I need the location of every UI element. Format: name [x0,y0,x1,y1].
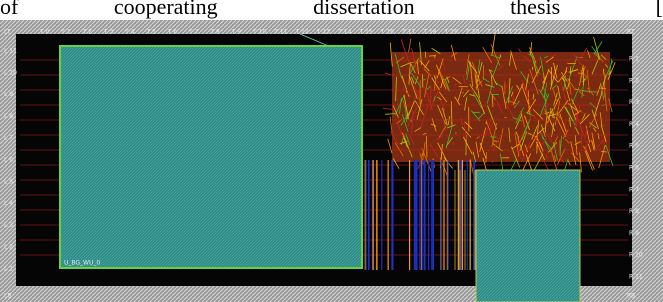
left-label: L 4 [4,200,13,207]
left-label: L 2 [4,244,13,251]
left-label: L 6 [4,157,13,164]
wire [429,56,436,57]
left-label: L 9 [4,91,13,98]
top-label: T 14 [337,29,351,36]
right-label: R 4 [629,121,639,128]
top-label: T 8 [209,29,220,36]
wire [406,91,407,92]
macro-block [476,170,580,302]
top-label: T 13 [316,29,330,36]
right-label: R 11 [629,274,643,281]
top-label: T 18 [422,29,436,36]
corner-label: LT [4,29,11,36]
right-label: R 7 [629,186,639,193]
top-label: T 12 [295,29,309,36]
top-label: T 11 [273,29,287,36]
macro-block [60,46,362,268]
left-label: L 5 [4,178,13,185]
wire [462,92,464,93]
corner-label: RT [627,29,635,36]
text-line: of cooperating dissertation thesis [ [0,0,663,20]
right-label: R 3 [629,99,639,106]
top-label: T 16 [380,29,394,36]
right-label: R 6 [629,165,639,172]
top-label: T 0 [39,29,50,36]
chip-layout: U_BG_WU_0 LT RT LB RB T 0 T 1 T 2 T 3 T 4 T 5 T 6 T… [0,20,663,302]
wire [491,75,492,85]
top-label: T 9 [231,29,242,36]
page: of cooperating dissertation thesis [ U_B… [0,0,663,302]
wire [426,136,427,157]
right-label: R 2 [629,77,639,84]
top-label: T 5 [146,29,157,36]
right-label: R 9 [629,230,639,237]
right-label: R 10 [629,252,643,259]
left-label: L 1 [4,266,13,273]
top-label: T 6 [167,29,178,36]
wire [490,137,496,138]
top-label: T 1 [60,29,71,36]
left-label: L 8 [4,113,13,120]
right-label: R 1 [629,56,639,63]
top-label: T 17 [401,29,415,36]
top-label: T 21 [486,29,500,36]
top-label: T 19 [444,29,458,36]
top-label: T 2 [82,29,93,36]
left-label: L 3 [4,222,13,229]
top-label: T 4 [124,29,135,36]
right-label: R 8 [629,208,639,215]
top-label: T 20 [465,29,479,36]
right-label: R 5 [629,143,639,150]
top-label: T 22 [508,29,522,36]
corner-label: LB [4,293,11,300]
block-label: U_BG_WU_0 [64,260,100,267]
corner-label: RB [627,293,635,300]
top-label: T 7 [188,29,199,36]
top-label: T 3 [103,29,114,36]
left-label: L 7 [4,135,13,142]
left-label: L 11 [4,48,17,55]
left-label: L 10 [4,69,17,76]
top-label: T 10 [252,29,266,36]
wire [423,80,426,81]
top-label: T 15 [359,29,373,36]
